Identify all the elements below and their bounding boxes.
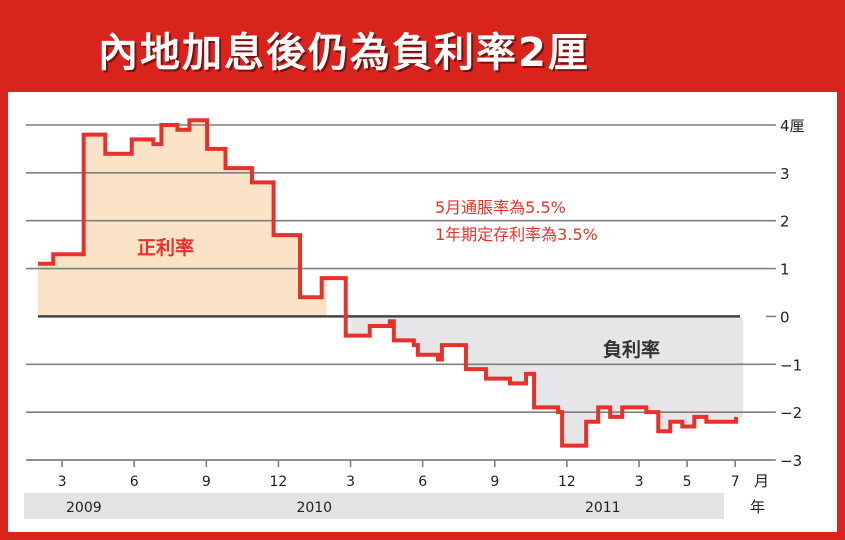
y-tick-label: −2	[780, 404, 802, 422]
positive-rate-region	[38, 120, 327, 317]
x-tick-label: 7	[731, 474, 740, 490]
x-tick-label: 6	[130, 474, 139, 490]
x-unit-label: 月	[754, 472, 769, 490]
x-tick-label: 12	[269, 474, 287, 490]
interest-rate-line	[38, 118, 738, 448]
chart-title: 內地加息後仍為負利率2厘	[98, 30, 590, 76]
year-label: 2009	[66, 500, 102, 516]
y-tick-label: −1	[780, 356, 802, 374]
negative-rate-region	[350, 316, 744, 446]
year-label: 2010	[296, 500, 332, 516]
y-tick-label: −3	[780, 452, 802, 470]
x-tick-label: 12	[558, 474, 576, 490]
year-band	[24, 493, 296, 519]
y-tick-label: 4厘	[780, 117, 805, 135]
annotation-text: 5月通脹率為5.5%	[435, 198, 566, 217]
x-tick-label: 3	[58, 474, 67, 490]
tick-labels: 4厘 3 2 1 0 −1 −2 −3 3 6 9 12 3 6 9 12 3 5 7 月 2009 2010 2011 年	[24, 117, 805, 519]
x-tick-label: 3	[635, 474, 644, 490]
y-tick-label: 0	[780, 308, 790, 326]
year-band	[254, 493, 584, 519]
annotation-text: 1年期定存利率為3.5%	[435, 225, 598, 244]
y-tick-label: 2	[780, 213, 790, 231]
x-tick-label: 6	[418, 474, 427, 490]
x-tick-label: 5	[683, 474, 692, 490]
positive-rate-label: 正利率	[137, 236, 194, 259]
year-label: 2011	[585, 500, 621, 516]
year-band	[542, 493, 724, 519]
y-tick-label: 1	[780, 261, 790, 279]
year-unit-label: 年	[750, 498, 765, 516]
x-tick-label: 9	[202, 474, 211, 490]
grid-lines	[26, 124, 776, 461]
y-tick-label: 3	[780, 165, 790, 183]
negative-rate-label: 負利率	[603, 338, 660, 361]
series-layer	[38, 118, 738, 448]
x-tick-label: 3	[346, 474, 355, 490]
x-tick-label: 9	[490, 474, 499, 490]
shaded-regions	[38, 120, 744, 446]
